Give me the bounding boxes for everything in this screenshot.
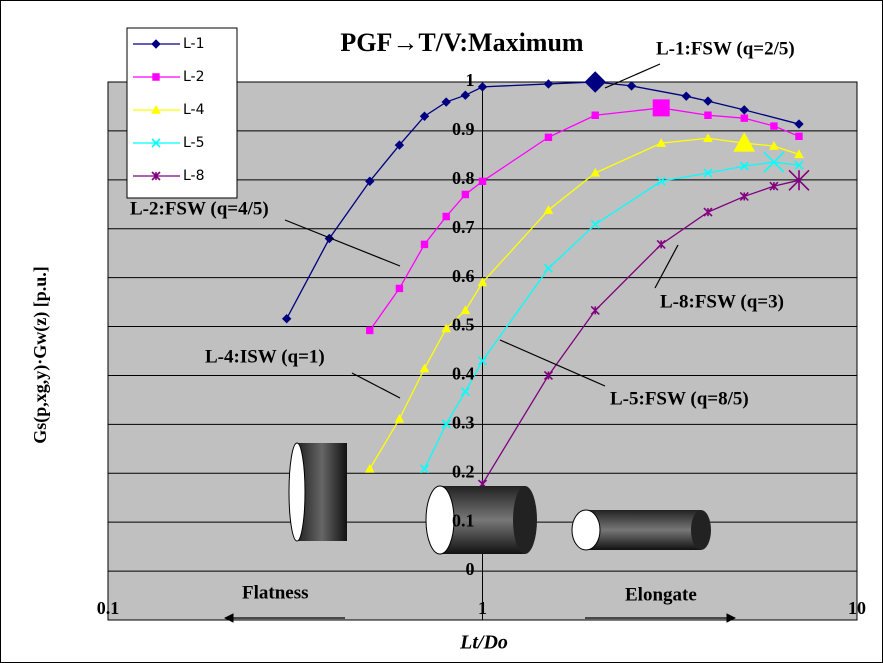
- marker: [795, 132, 803, 140]
- marker: [656, 138, 667, 147]
- marker: [590, 219, 600, 229]
- marker: [420, 240, 429, 249]
- marker: [543, 205, 554, 214]
- annotation: L-5:FSW (q=8/5): [610, 388, 749, 409]
- marker: [395, 284, 404, 293]
- marker: [652, 99, 670, 117]
- marker: [584, 71, 606, 93]
- marker: [656, 176, 666, 186]
- marker: [794, 119, 804, 129]
- marker: [703, 168, 713, 178]
- marker: [365, 176, 375, 186]
- marker: [740, 114, 748, 122]
- marker: [281, 314, 292, 324]
- marker: [770, 122, 778, 130]
- marker: [703, 207, 713, 217]
- marker: [704, 111, 712, 119]
- marker: [703, 133, 713, 142]
- marker: [394, 413, 405, 423]
- marker: [543, 79, 554, 89]
- marker: [656, 239, 666, 249]
- legend: [126, 27, 238, 199]
- marker: [590, 167, 601, 177]
- marker: [681, 91, 691, 101]
- y-tick-label: 0.3: [452, 412, 475, 432]
- marker: [739, 161, 749, 171]
- marker: [419, 363, 430, 373]
- cylinders: [288, 442, 711, 555]
- marker: [441, 97, 451, 107]
- y-axis-label: Gs(p,xg,y)·Gw(z) [p.u.]: [30, 266, 51, 444]
- chart-title: PGF→T/V:Maximum: [340, 28, 583, 57]
- annotation: L-4:ISW (q=1): [205, 346, 325, 367]
- y-tick-label: 0.8: [452, 168, 475, 188]
- marker: [460, 305, 471, 315]
- annotation: L-8:FSW (q=3): [660, 291, 784, 312]
- marker: [394, 140, 405, 150]
- marker: [151, 104, 161, 114]
- y-tick-label: 0.7: [452, 217, 475, 237]
- legend-label: L-2: [183, 69, 205, 85]
- marker: [419, 111, 430, 121]
- legend-label: L-5: [183, 135, 205, 151]
- annotation: L-2:FSW (q=4/5): [130, 198, 269, 219]
- marker: [739, 191, 749, 202]
- y-tick-label: 0.1: [452, 510, 475, 530]
- marker: [769, 141, 779, 150]
- marker: [461, 190, 470, 199]
- marker: [364, 463, 375, 473]
- y-tick-label: 0: [466, 559, 475, 579]
- marker: [543, 263, 554, 273]
- marker: [152, 73, 160, 81]
- marker: [366, 326, 374, 335]
- y-tick-label: 0.2: [452, 461, 475, 481]
- marker: [478, 177, 487, 185]
- marker: [733, 132, 756, 152]
- y-tick-label: 0.4: [452, 364, 475, 384]
- legend-label: L-8: [183, 168, 205, 184]
- x-tick-label: 0.1: [97, 598, 120, 618]
- marker: [794, 149, 804, 159]
- legend-label: L-1: [183, 36, 205, 52]
- y-tick-label: 0.5: [452, 315, 475, 335]
- x-tick-label: 10: [848, 598, 866, 618]
- marker: [739, 105, 749, 115]
- marker: [441, 419, 451, 429]
- marker: [460, 90, 471, 100]
- marker: [477, 356, 488, 366]
- marker: [626, 81, 637, 91]
- y-tick-label: 0.6: [452, 266, 475, 286]
- marker: [703, 96, 713, 106]
- legend-label: L-4: [183, 102, 205, 118]
- annotation: L-1:FSW (q=2/5): [656, 38, 795, 59]
- marker: [769, 181, 779, 191]
- leader-lines: [224, 63, 736, 623]
- marker: [794, 160, 804, 170]
- marker: [788, 169, 810, 191]
- marker: [477, 82, 488, 92]
- marker: [591, 111, 599, 119]
- marker: [460, 387, 470, 397]
- marker: [419, 464, 430, 474]
- marker: [544, 133, 553, 141]
- x-tick-label: 1: [478, 598, 487, 618]
- marker: [151, 171, 161, 181]
- marker: [151, 138, 161, 148]
- marker: [441, 323, 452, 333]
- marker: [590, 305, 600, 315]
- annotation: Elongate: [625, 584, 697, 605]
- marker: [151, 39, 161, 49]
- y-tick-label: 0.9: [452, 119, 475, 139]
- marker: [477, 277, 488, 287]
- marker: [442, 212, 450, 221]
- marker: [543, 370, 554, 381]
- y-tick-label: 1: [466, 70, 475, 90]
- annotation: Flatness: [242, 582, 309, 603]
- marker: [763, 151, 785, 173]
- x-axis-label: Lt/Do: [459, 632, 508, 654]
